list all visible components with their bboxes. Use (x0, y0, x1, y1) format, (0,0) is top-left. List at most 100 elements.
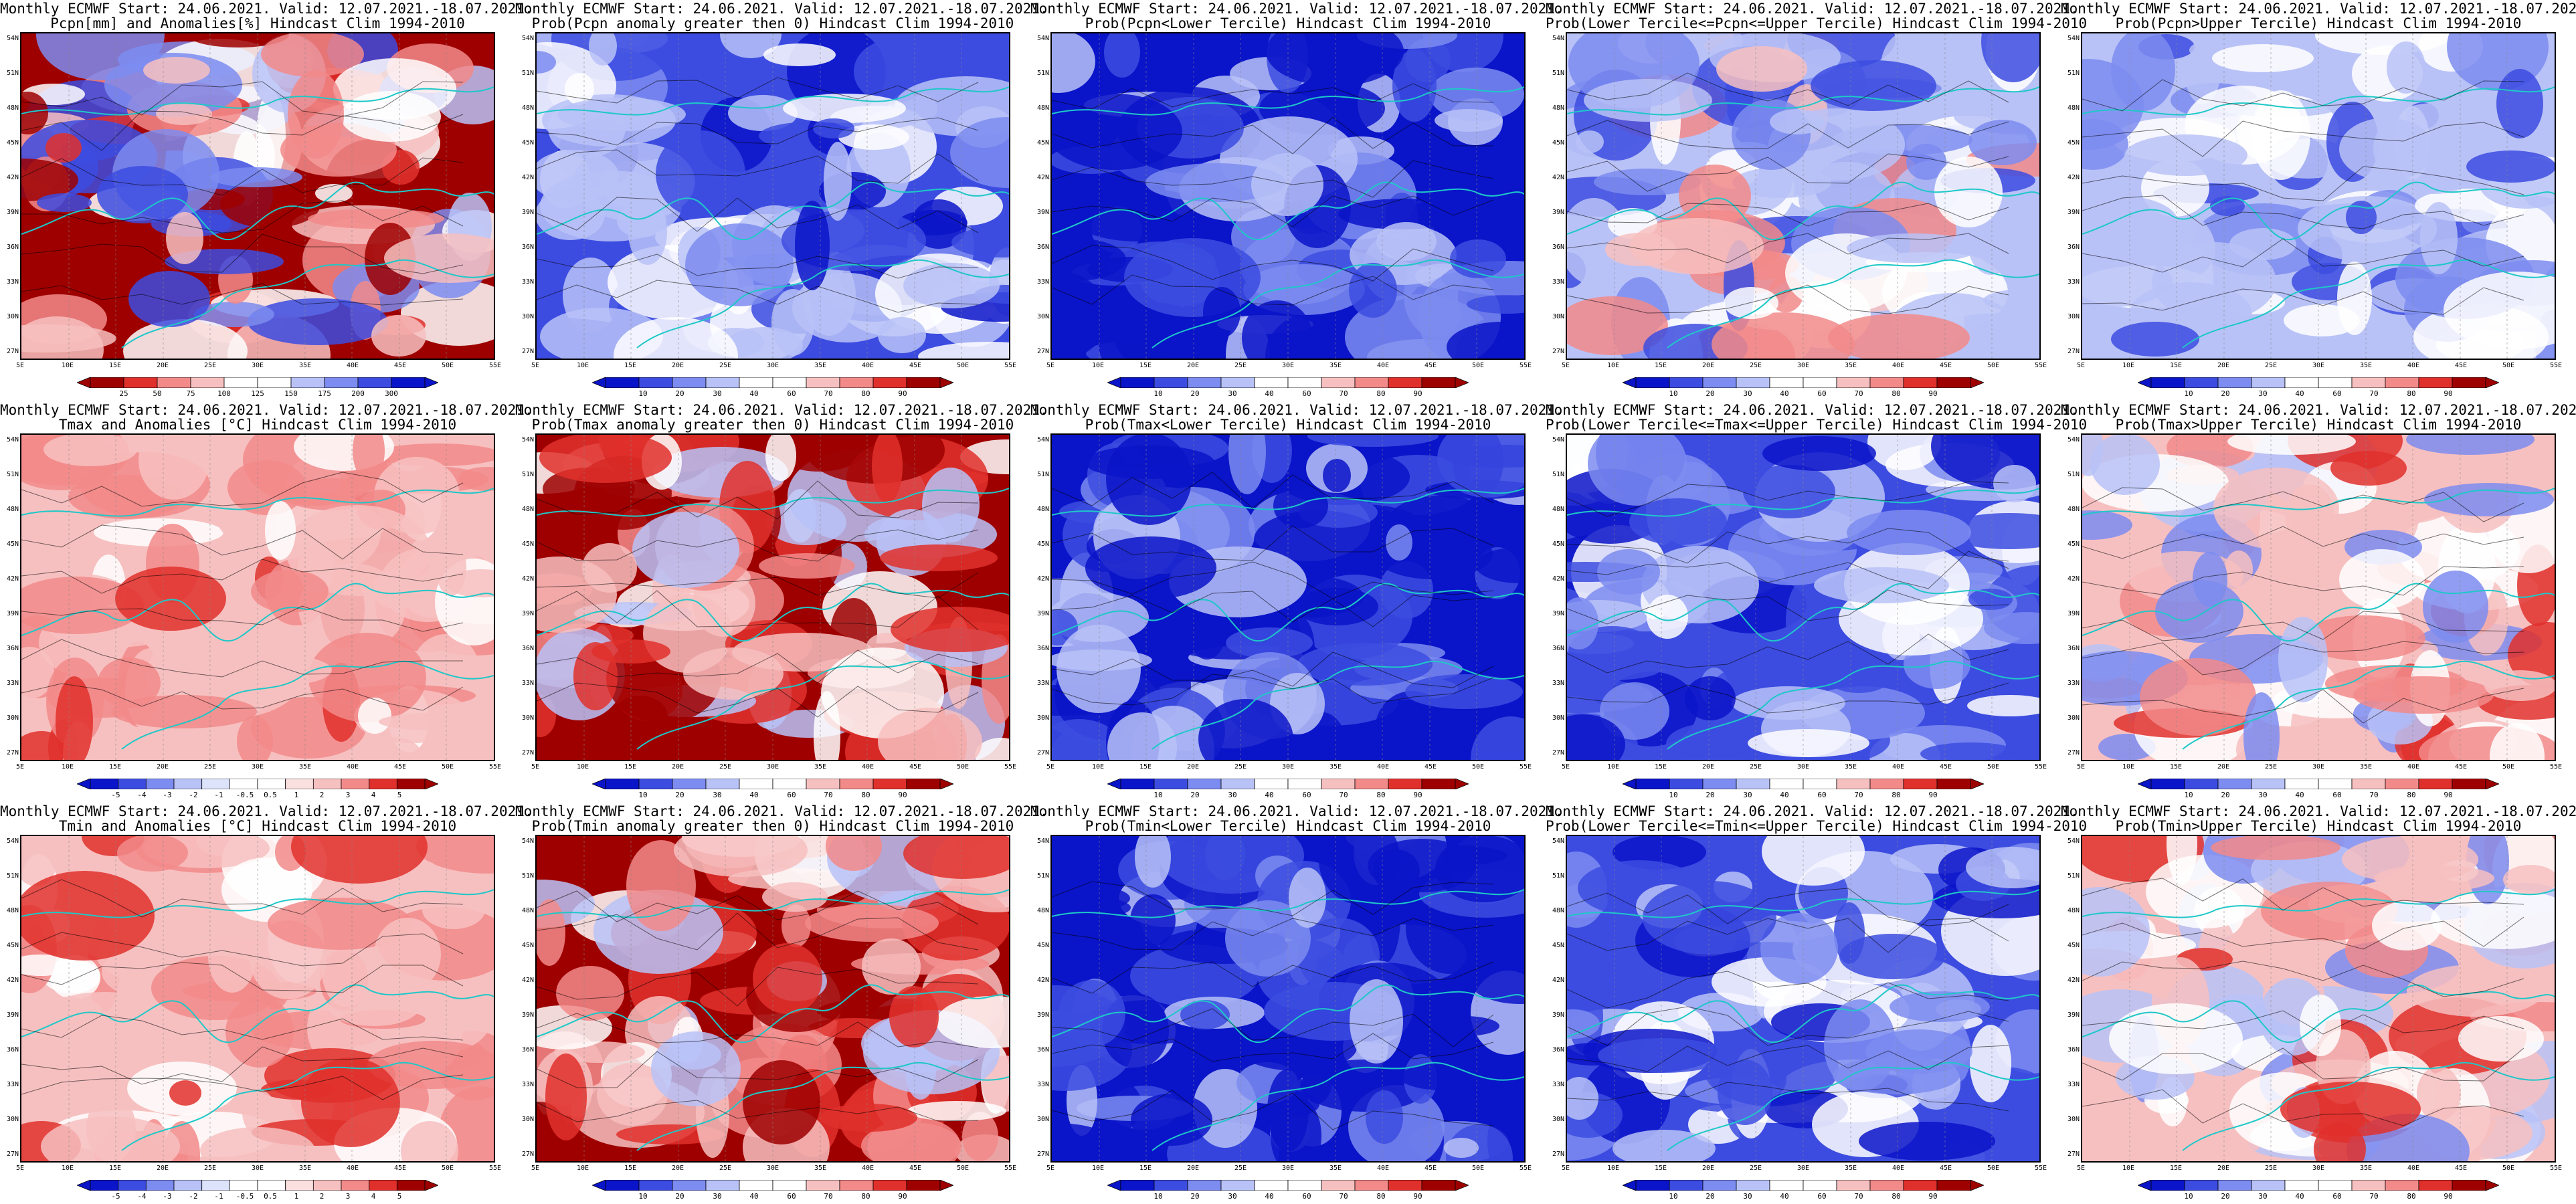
colorbar-segment (396, 1180, 426, 1191)
colorbar-arrow-right (939, 779, 953, 789)
latitude-label: 54N (1552, 837, 1564, 845)
colorbar-tick-label: 80 (1892, 389, 1901, 398)
shaded-region (1934, 157, 2003, 227)
colorbar-segment (2351, 1180, 2386, 1191)
colorbar-segment (872, 779, 907, 789)
colorbar-tick-label: 40 (2295, 1192, 2304, 1201)
longitude-label: 5E (1046, 1165, 1055, 1172)
colorbar-arrow-right (2485, 377, 2499, 388)
longitude-label: 30E (2312, 1165, 2325, 1172)
colorbar-segment (672, 1180, 707, 1191)
longitude-label: 10E (576, 1165, 589, 1172)
colorbar-segment (2351, 779, 2386, 789)
latitude-label: 30N (521, 714, 534, 722)
colorbar-segment (2217, 779, 2252, 789)
longitude-label: 15E (2169, 763, 2183, 771)
shaded-region (166, 212, 203, 264)
longitude-label: 30E (251, 362, 264, 369)
latitude-label: 54N (2067, 837, 2080, 845)
panel-title-line1: Monthly ECMWF Start: 24.06.2021. Valid: … (515, 1, 1048, 17)
colorbar-tick-label: 60 (1817, 791, 1827, 799)
latitude-label: 36N (2067, 243, 2080, 251)
longitude-label: 50E (2502, 1165, 2515, 1172)
shaded-region (117, 836, 188, 872)
colorbar-tick-label: 1 (294, 791, 299, 799)
shaded-region (753, 943, 822, 1014)
latitude-label: 54N (1036, 837, 1049, 845)
colorbar-arrow-right (2485, 1180, 2499, 1191)
longitude-label: 35E (2359, 1165, 2373, 1172)
coastline (21, 889, 494, 1151)
contour-line (537, 649, 979, 684)
map-panel: Monthly ECMWF Start: 24.06.2021. Valid: … (1030, 401, 1564, 803)
colorbar-segment (2318, 779, 2353, 789)
shaded-region (1666, 723, 1757, 760)
shaded-region (1598, 1038, 1728, 1073)
shaded-region (1266, 33, 1404, 86)
longitude-label: 55E (2034, 362, 2047, 369)
colorbar-segment (772, 1180, 807, 1191)
contour-line (1567, 528, 2009, 564)
contour-line (537, 1013, 979, 1048)
colorbar-tick-label: 60 (1302, 1192, 1311, 1201)
longitude-label: 10E (576, 763, 589, 771)
colorbar-segment (1421, 1180, 1456, 1191)
latitude-label: 36N (1036, 243, 1049, 251)
contour-line (21, 683, 464, 711)
map-panel: Monthly ECMWF Start: 24.06.2021. Valid: … (515, 401, 1048, 803)
shaded-region (2490, 723, 2545, 760)
colorbar-tick-label: 30 (1743, 791, 1752, 799)
panel-title-line2: Pcpn[mm] and Anomalies[%] Hindcast Clim … (50, 15, 465, 31)
latitude-label: 33N (1036, 1081, 1049, 1088)
colorbar-tick-label: 80 (2407, 791, 2416, 799)
latitude-label: 42N (521, 977, 534, 984)
shaded-region (203, 654, 332, 687)
colorbar-segment (1287, 377, 1322, 388)
panel-title-line1: Monthly ECMWF Start: 24.06.2021. Valid: … (2061, 402, 2576, 418)
colorbar-tick-label: -4 (137, 791, 147, 799)
colorbar-segment (705, 779, 740, 789)
panel-title-line2: Tmin and Anomalies [°C] Hindcast Clim 19… (58, 818, 457, 834)
colorbar-arrow-left (1107, 1180, 1121, 1191)
colorbar-arrow-left (1623, 1180, 1637, 1191)
contour-line (21, 283, 464, 306)
shaded-region (759, 553, 855, 579)
longitude-label: 50E (441, 763, 454, 771)
shaded-region (45, 133, 82, 163)
colorbar-tick-label: 20 (1190, 1192, 1200, 1201)
latitude-label: 36N (1552, 645, 1564, 652)
latitude-label: 30N (1552, 714, 1564, 722)
latitude-label: 51N (1552, 70, 1564, 77)
shaded-region (1993, 465, 2036, 502)
shaded-region (628, 199, 667, 265)
shaded-region (1966, 847, 2039, 888)
shaded-region (1605, 233, 1676, 266)
colorbar-segment (1803, 779, 1837, 789)
longitude-label: 55E (1519, 1165, 1532, 1172)
colorbar-tick-label: 25 (119, 389, 128, 398)
shaded-region (1231, 209, 1295, 265)
longitude-label: 20E (671, 763, 684, 771)
shaded-region (371, 315, 426, 357)
latitude-label: 48N (6, 506, 19, 513)
latitude-label: 48N (1036, 506, 1049, 513)
shaded-region (2387, 41, 2425, 94)
colorbar-arrow-right (1455, 779, 1469, 789)
longitude-label: 10E (576, 362, 589, 369)
shaded-region (1839, 934, 1945, 979)
latitude-label: 27N (2067, 749, 2080, 757)
colorbar (77, 377, 438, 388)
longitude-label: 10E (1606, 1165, 1620, 1172)
latitude-label: 36N (6, 243, 19, 251)
forecast-map (1050, 835, 1526, 1163)
colorbar-tick-label: 125 (251, 389, 264, 398)
colorbar-tick-label: 4 (371, 1192, 376, 1201)
shaded-region (593, 890, 723, 974)
shaded-region (1984, 612, 2039, 644)
shaded-region (169, 1080, 201, 1106)
colorbar-tick-label: 20 (1190, 389, 1200, 398)
latitude-label: 51N (6, 872, 19, 880)
panel-title-line2: Prob(Tmax anomaly greater then 0) Hindca… (531, 417, 1014, 433)
longitude-label: 45E (909, 763, 922, 771)
colorbar-segment (1635, 377, 1670, 388)
